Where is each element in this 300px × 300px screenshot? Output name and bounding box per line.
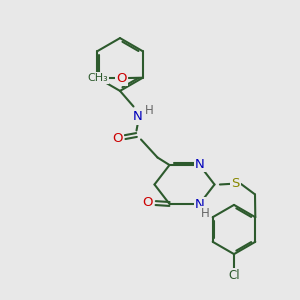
Text: S: S (231, 177, 240, 190)
Text: O: O (143, 196, 153, 209)
Text: H: H (201, 207, 210, 220)
Text: N: N (195, 158, 205, 171)
Text: N: N (195, 198, 205, 211)
Text: O: O (113, 132, 123, 145)
Text: CH₃: CH₃ (88, 73, 108, 83)
Text: N: N (133, 110, 143, 124)
Text: Cl: Cl (228, 269, 240, 282)
Text: O: O (116, 72, 127, 85)
Text: H: H (145, 104, 154, 118)
